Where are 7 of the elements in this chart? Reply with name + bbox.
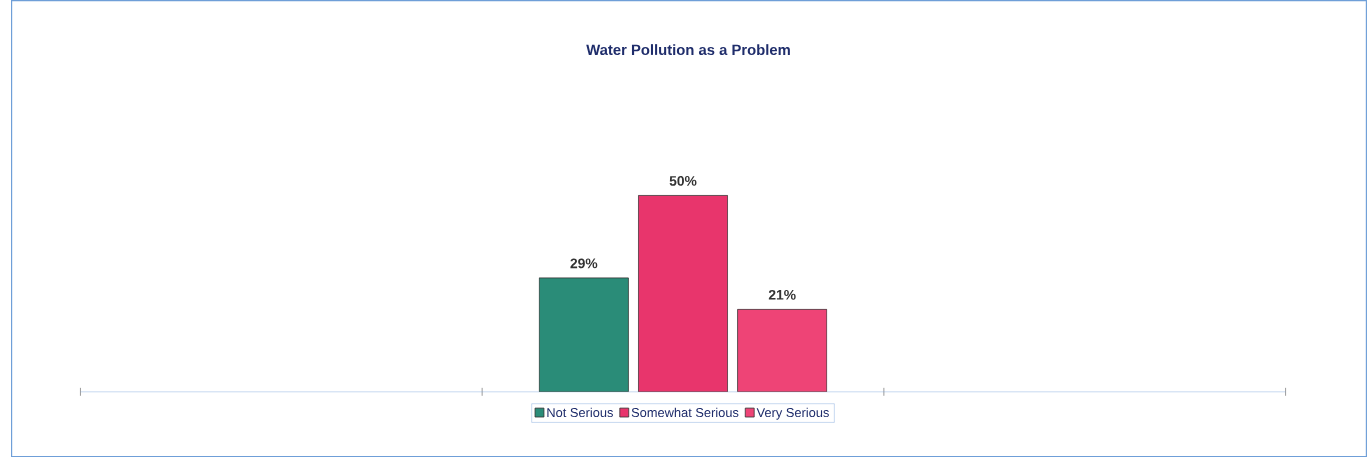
chart-title: Water Pollution as a Problem	[586, 44, 790, 55]
data-label: 50%	[669, 175, 697, 186]
data-label: 29%	[570, 258, 598, 269]
data-label: 21%	[768, 289, 796, 300]
legend-label: Very Serious	[756, 407, 829, 420]
legend-label: Somewhat Serious	[631, 407, 739, 417]
legend-label: Not Serious	[547, 407, 613, 417]
